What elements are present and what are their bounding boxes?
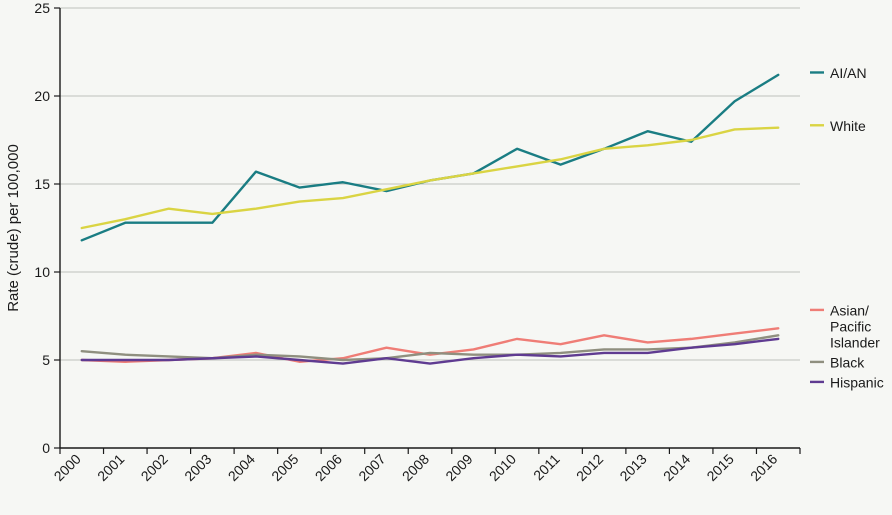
x-tick-label: 2008 — [399, 451, 432, 484]
x-tick-label: 2011 — [530, 451, 563, 484]
y-tick-label: 0 — [42, 440, 50, 456]
legend-label: Hispanic — [830, 375, 884, 391]
x-tick-label: 2006 — [312, 451, 345, 484]
series-line — [82, 128, 778, 228]
x-tick-label: 2005 — [268, 451, 301, 484]
y-tick-label: 20 — [34, 88, 50, 104]
x-tick-label: 2002 — [138, 451, 171, 484]
x-tick-label: 2012 — [573, 451, 606, 484]
x-tick-label: 2014 — [660, 451, 693, 484]
legend-label: Black — [830, 355, 865, 371]
x-tick-label: 2010 — [486, 451, 519, 484]
legend-label: White — [830, 118, 866, 134]
y-tick-label: 25 — [34, 0, 50, 16]
x-tick-label: 2016 — [747, 451, 780, 484]
x-tick-label: 2015 — [703, 451, 736, 484]
x-tick-label: 2000 — [51, 451, 84, 484]
legend-label: Pacific — [830, 319, 871, 335]
legend-label: Islander — [830, 335, 880, 351]
line-chart: 0 5 10 15 20 25 2000 2001 2002 2003 2004 2005 2006 20… — [0, 0, 892, 515]
y-tick-label: 5 — [42, 352, 50, 368]
y-axis-label: Rate (crude) per 100,000 — [5, 144, 22, 312]
legend-label: AI/AN — [830, 65, 867, 81]
y-tick-label: 15 — [34, 176, 50, 192]
series-line — [82, 335, 778, 360]
x-tick-label: 2007 — [355, 451, 388, 484]
x-tick-label: 2009 — [442, 451, 475, 484]
x-tick-label: 2001 — [94, 451, 127, 484]
y-tick-label: 10 — [34, 264, 50, 280]
x-tick-label: 2003 — [181, 451, 214, 484]
chart-svg: 0 5 10 15 20 25 2000 2001 2002 2003 2004 2005 2006 20… — [0, 0, 892, 515]
series-line — [82, 75, 778, 240]
x-tick-label: 2013 — [616, 451, 649, 484]
legend-label: Asian/ — [830, 303, 869, 319]
x-tick-label: 2004 — [225, 451, 258, 484]
